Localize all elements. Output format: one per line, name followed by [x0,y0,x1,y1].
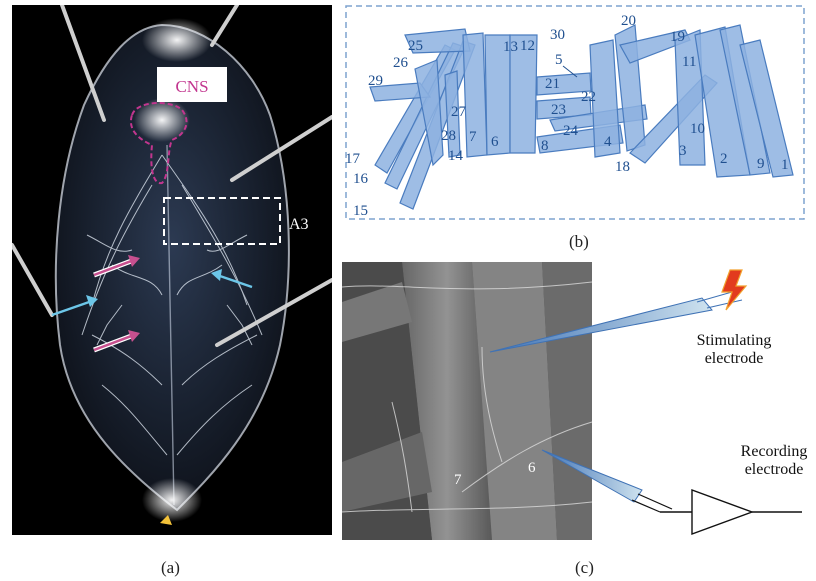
dissection-pins [10,3,334,347]
muscle-label: 21 [545,76,560,92]
muscle-label: 29 [368,73,383,89]
recording-label-line2: electrode [745,461,804,478]
muscle-label: 22 [581,89,596,105]
electrode-setup: 7 6 Stimulating electrode Recording elec… [341,262,816,542]
muscle-label: 25 [408,38,423,54]
muscle-shapes [369,24,794,210]
micrograph-nerves [341,281,593,513]
muscle-shape [674,29,706,166]
muscle-label: 7 [469,129,477,145]
muscle-shape [414,59,444,167]
pink-arrow-upper [93,255,140,278]
pink-arrow-lower [93,330,140,353]
muscle-schematic: 25 26 29 17 16 15 27 28 14 7 6 13 12 30 … [345,5,805,220]
muscle-label: 14 [448,148,464,164]
cns-tissue [134,98,190,142]
cns-outline [129,102,188,185]
muscle-label: 20 [621,13,636,29]
a3-segment-box [163,197,281,245]
muscle-label: 1 [781,157,789,173]
larval-fillet-photo: CNS A3 [10,3,334,535]
muscle-label: 13 [503,39,518,55]
muscle-label: 15 [353,203,368,219]
muscle-label: 12 [520,38,535,54]
stimulating-label-line1: Stimulating [697,332,772,349]
muscle-shape [509,34,538,154]
electrode-setup-svg: 7 6 Stimulating electrode Recording elec… [341,262,808,540]
recording-pipette [541,449,673,513]
a3-label: A3 [289,216,309,233]
muscle-shape [536,72,592,96]
muscle-label: 6 [491,134,499,150]
muscle-label: 26 [393,55,409,71]
muscle-fibers [342,262,592,540]
muscle-label: 18 [615,159,630,175]
muscle-label: 28 [441,128,456,144]
muscle-label: 23 [551,102,566,118]
muscle-label: 27 [451,104,467,120]
muscle-label: 16 [353,171,369,187]
cyan-arrow-left [51,295,98,317]
muscle-label: 8 [541,138,549,154]
muscle-schematic-svg: 25 26 29 17 16 15 27 28 14 7 6 13 12 30 … [345,5,805,220]
muscle-label: 11 [682,54,696,70]
muscle-label: 5 [555,52,563,68]
muscle-6-label: 6 [528,460,536,476]
muscle-label: 4 [604,134,612,150]
caption-c: (c) [575,558,594,577]
bottom-marker [160,515,172,525]
cyan-arrow-right [211,269,253,289]
stimulating-label-line2: electrode [705,350,764,367]
muscle-labels: 25 26 29 17 16 15 27 28 14 7 6 13 12 30 … [345,13,789,219]
muscle-7-label: 7 [454,472,462,488]
stimulating-pipette [489,291,743,353]
amplifier-icon [660,488,802,536]
muscle-shape [719,24,771,176]
bottom-tissue [142,478,202,522]
label-leader-5 [562,65,578,78]
muscle-shape [444,70,461,158]
cns-label-box [157,67,227,102]
muscle-shape [739,39,794,178]
fillet-photo-svg: CNS A3 [10,3,334,535]
muscle-label: 10 [690,121,705,137]
muscle-label: 2 [720,151,728,167]
cns-label: CNS [175,77,208,96]
muscle-label: 9 [757,156,765,172]
caption-a: (a) [161,558,180,577]
caption-b: (b) [569,232,589,251]
muscle-shape [589,39,621,158]
muscle-label: 30 [550,27,565,43]
lightning-icon [721,269,748,311]
midline [166,144,175,506]
muscle-label: 19 [670,29,685,45]
muscle-label: 24 [563,123,579,139]
muscle-label: 17 [345,151,361,167]
nerve-network [81,154,263,456]
top-tissue [142,18,212,62]
muscle-label: 3 [679,143,687,159]
recording-label-line1: Recording [741,443,808,460]
